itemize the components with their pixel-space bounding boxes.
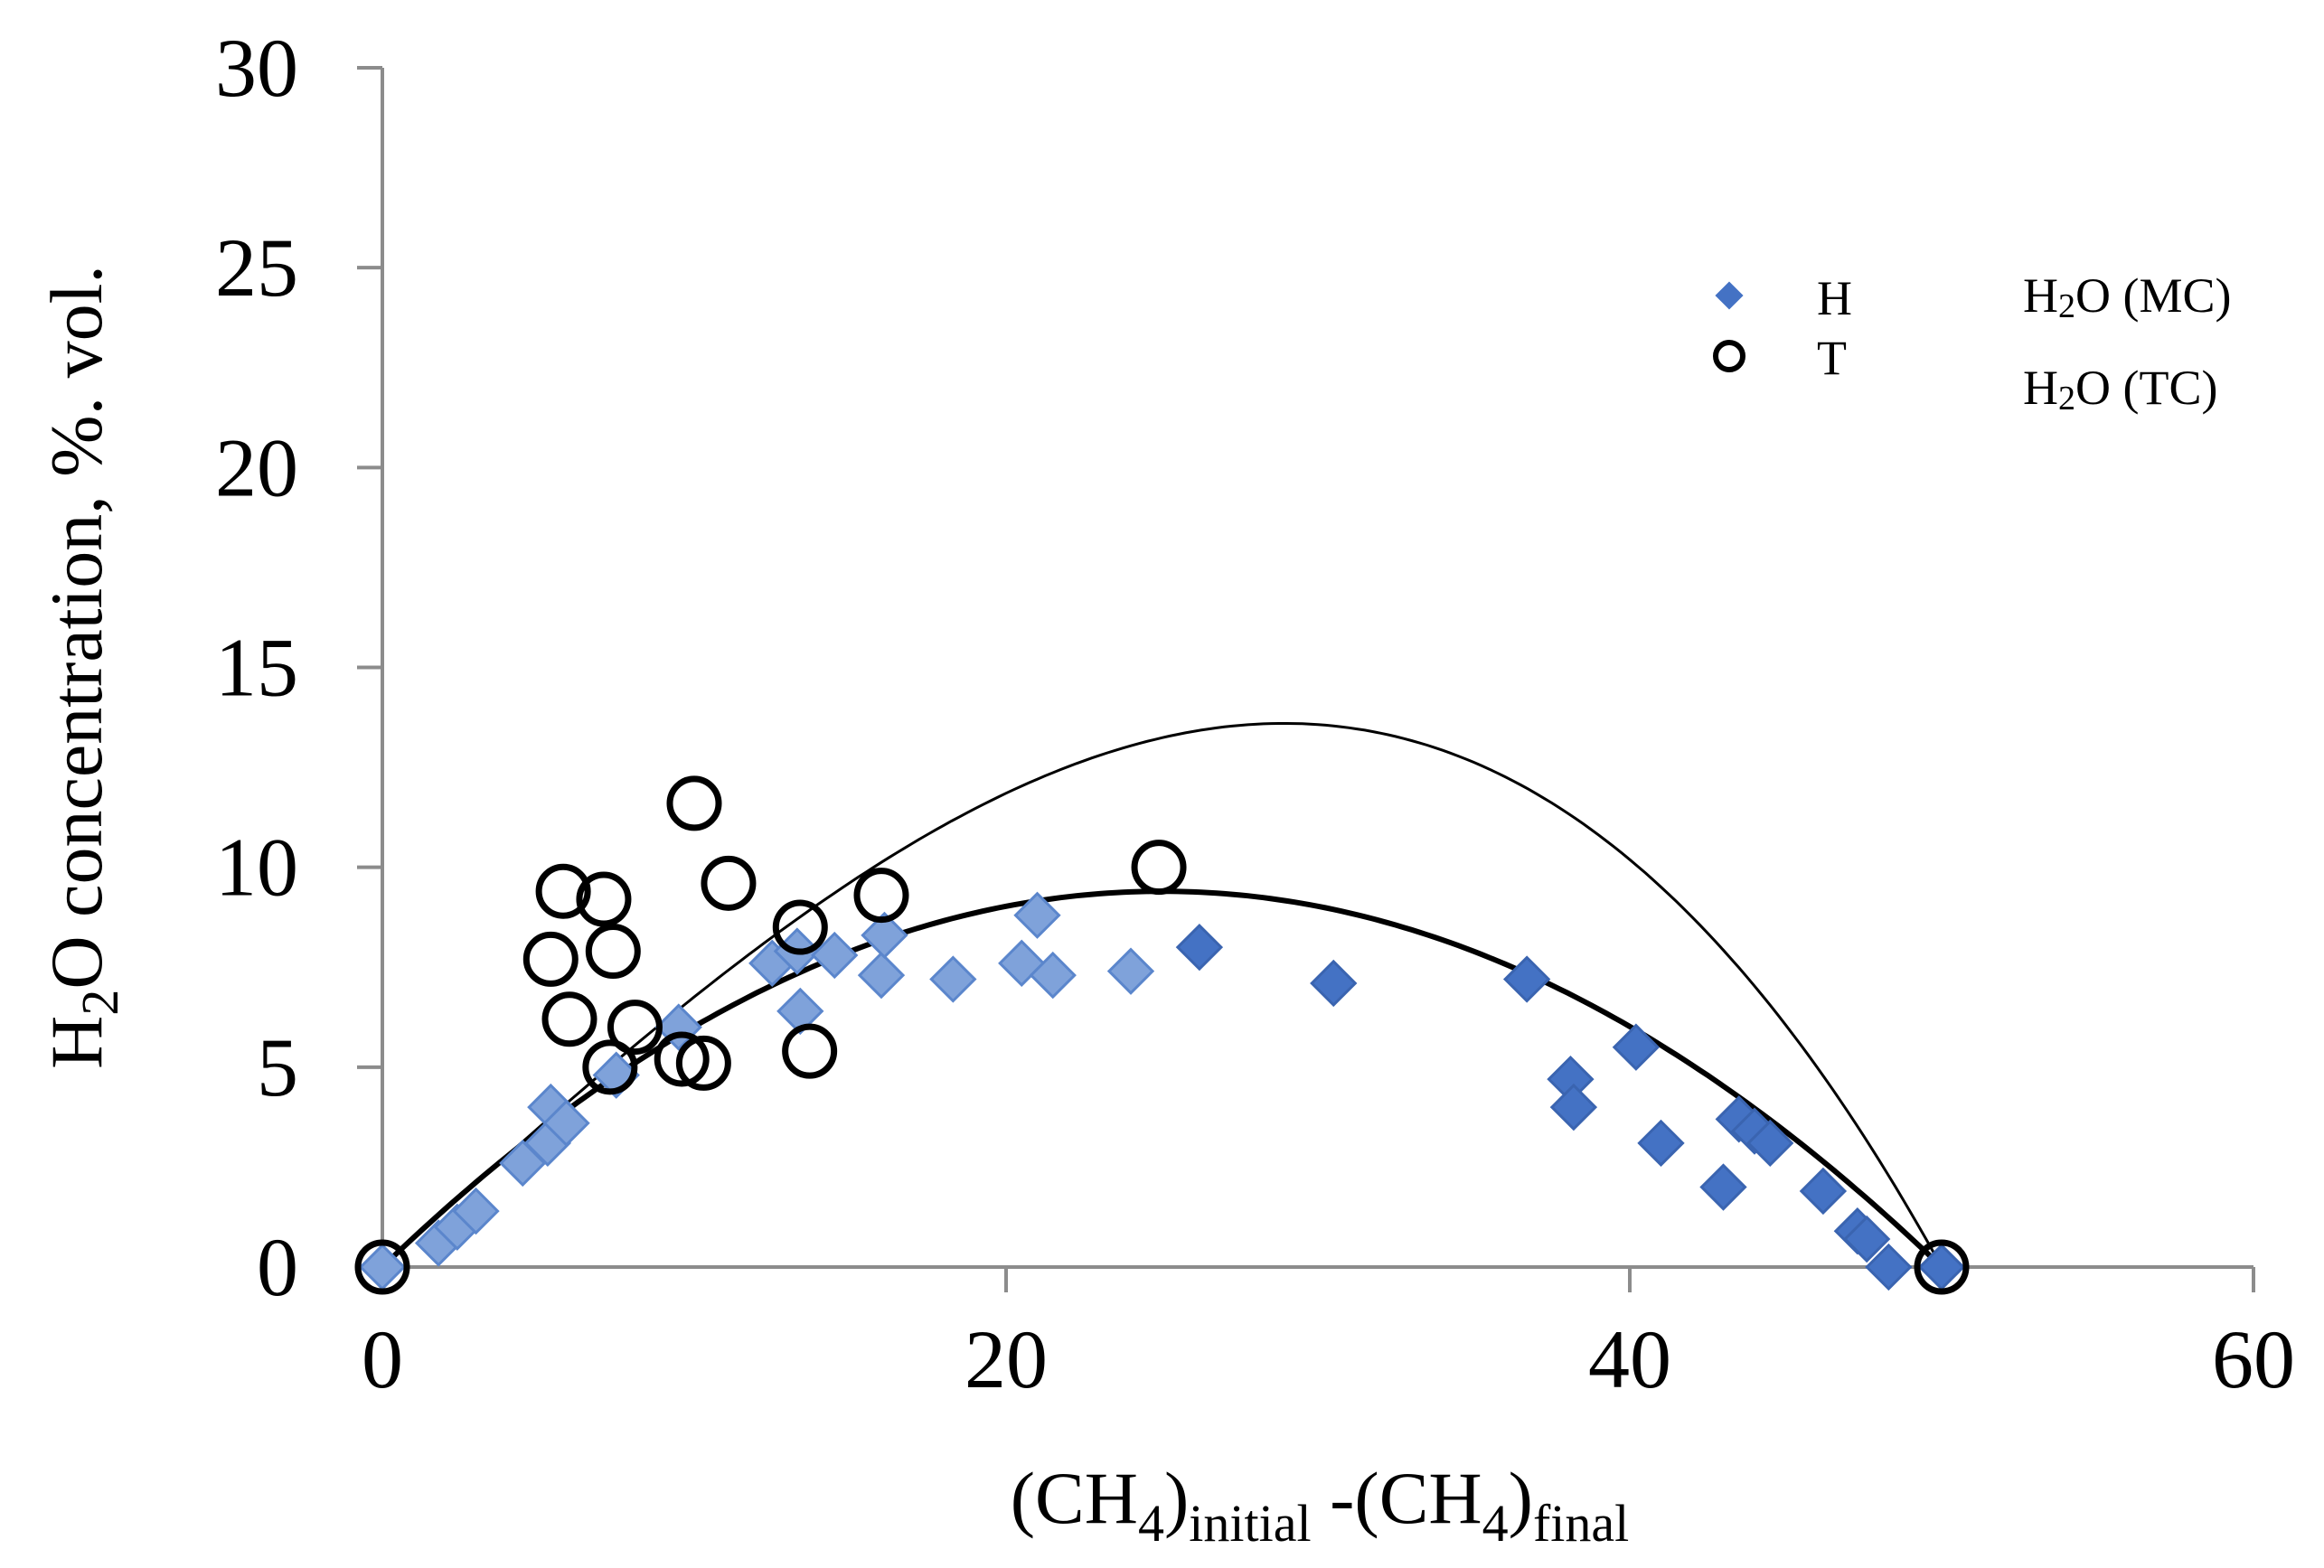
data-point-h bbox=[1029, 951, 1077, 1000]
data-point-h bbox=[861, 911, 908, 960]
data-point-t bbox=[535, 863, 591, 919]
y-tick-label: 20 bbox=[215, 421, 298, 513]
x-tick-label: 20 bbox=[964, 1313, 1048, 1405]
data-point-h bbox=[1843, 1215, 1891, 1263]
data-point-t bbox=[582, 1039, 638, 1095]
y-tick-label: 5 bbox=[257, 1021, 298, 1113]
data-point-t bbox=[607, 1000, 663, 1056]
data-point-t bbox=[675, 1035, 731, 1091]
data-point-h bbox=[776, 987, 824, 1036]
y-tick-label: 0 bbox=[257, 1221, 298, 1313]
y-ticks: 0 5 10 15 20 25 30 bbox=[215, 22, 382, 1313]
y-tick-label: 10 bbox=[215, 822, 298, 914]
x-tick-label: 0 bbox=[362, 1313, 403, 1405]
data-point-h bbox=[811, 931, 859, 980]
data-point-h bbox=[1917, 1243, 1966, 1291]
data-point-t bbox=[1914, 1239, 1970, 1295]
data-point-h bbox=[1612, 1023, 1661, 1071]
data-point-t bbox=[654, 1031, 710, 1087]
trendline-t bbox=[381, 722, 1943, 1269]
data-point-h bbox=[1013, 891, 1061, 939]
x-tick-label: 40 bbox=[1588, 1313, 1671, 1405]
legend: H H2O (MC) T H2O (TC) bbox=[1713, 268, 2232, 418]
data-point-h bbox=[857, 951, 906, 1000]
x-ticks: 0 20 40 60 bbox=[362, 1267, 2295, 1405]
data-point-h bbox=[1547, 1055, 1595, 1103]
data-point-t bbox=[354, 1239, 410, 1295]
data-point-h bbox=[358, 1243, 407, 1291]
legend-marker-circle bbox=[1713, 340, 1745, 372]
data-point-h bbox=[929, 955, 977, 1003]
x-axis-title: (CH4)initial -(CH4)final bbox=[1011, 1457, 1630, 1553]
data-point-t bbox=[782, 1023, 838, 1079]
data-point-t bbox=[772, 899, 828, 955]
y-tick-label: 30 bbox=[215, 22, 298, 114]
data-point-t bbox=[522, 931, 579, 987]
legend-label-tc: H2O (TC) bbox=[2023, 361, 2217, 418]
y-tick-label: 15 bbox=[215, 622, 298, 714]
legend-key-t: T bbox=[1817, 331, 1847, 385]
series-t-markers bbox=[354, 775, 1970, 1295]
data-point-h bbox=[1746, 1119, 1794, 1168]
legend-marker-diamond bbox=[1715, 281, 1744, 310]
data-point-t bbox=[576, 871, 632, 927]
data-point-h bbox=[1106, 947, 1155, 995]
data-point-h bbox=[1637, 1119, 1685, 1168]
data-point-h bbox=[452, 1187, 500, 1235]
y-axis-title: H2O concentration, %. vol. bbox=[35, 265, 129, 1069]
data-point-h bbox=[1502, 955, 1551, 1003]
y-tick-label: 25 bbox=[215, 221, 298, 314]
data-point-t bbox=[853, 868, 909, 924]
data-point-t bbox=[701, 855, 757, 911]
data-point-h bbox=[1699, 1163, 1747, 1211]
data-point-t bbox=[1131, 840, 1187, 896]
data-point-h bbox=[1175, 923, 1224, 972]
data-point-h bbox=[1865, 1243, 1913, 1291]
legend-key-h: H bbox=[1817, 271, 1852, 325]
data-point-t bbox=[541, 991, 597, 1047]
data-point-h bbox=[1310, 959, 1358, 1008]
legend-label-mc: H2O (MC) bbox=[2023, 268, 2232, 325]
data-point-t bbox=[585, 924, 641, 980]
data-point-h bbox=[1549, 1083, 1598, 1131]
data-point-h bbox=[1799, 1167, 1848, 1216]
data-point-h bbox=[542, 1099, 590, 1147]
x-tick-label: 60 bbox=[2212, 1313, 2295, 1405]
series-h-markers bbox=[358, 891, 1966, 1291]
data-point-t bbox=[666, 775, 722, 831]
